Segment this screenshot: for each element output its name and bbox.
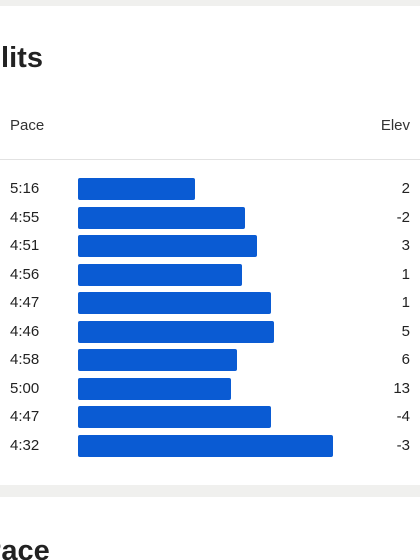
pace-bar xyxy=(78,434,333,457)
split-row: 4:47 -4 xyxy=(0,405,420,429)
pace-bar xyxy=(78,292,271,314)
divider xyxy=(0,159,420,160)
pace-value: 4:46 xyxy=(10,322,40,340)
elevation-value: 1 xyxy=(401,265,410,283)
split-row: 4:51 3 xyxy=(0,234,420,258)
pace-bar xyxy=(78,206,246,229)
splits-card: Splits Pace Elev 5:1624:55-24:5134:5614:… xyxy=(0,6,420,485)
elevation-value: 6 xyxy=(401,351,410,368)
split-row: 4:58 6 xyxy=(0,348,420,372)
split-row: 4:46 5 xyxy=(0,320,420,344)
pace-value: 4:55 xyxy=(10,208,40,226)
column-header: Pace xyxy=(10,117,45,134)
section-title: Splits xyxy=(0,42,43,74)
pace-value: 4:47 xyxy=(10,294,40,311)
pace-bar xyxy=(78,349,237,371)
section-title: Pace xyxy=(0,535,50,560)
pace-bar xyxy=(78,235,258,257)
elevation-value: -2 xyxy=(396,208,410,226)
pace-bar xyxy=(78,320,275,343)
split-row: 4:32 -3 xyxy=(0,434,420,458)
pace-card: Pace xyxy=(0,497,420,560)
pace-value: 4:58 xyxy=(10,351,40,368)
pace-bar xyxy=(78,406,271,428)
pace-value: 4:56 xyxy=(10,265,40,283)
pace-value: 4:47 xyxy=(10,408,40,425)
split-row: 5:16 2 xyxy=(0,177,420,201)
elevation-value: -4 xyxy=(396,408,410,425)
elevation-value: 1 xyxy=(401,294,410,311)
split-row: 4:56 1 xyxy=(0,263,420,287)
pace-value: 5:00 xyxy=(10,379,40,397)
pace-bar xyxy=(78,263,243,286)
elevation-value: 2 xyxy=(401,180,410,197)
pace-bar xyxy=(78,377,232,400)
split-row: 5:00 13 xyxy=(0,377,420,401)
split-row: 4:55 -2 xyxy=(0,206,420,230)
pace-value: 4:51 xyxy=(10,237,40,254)
split-row: 4:47 1 xyxy=(0,291,420,315)
pace-bar xyxy=(78,178,195,200)
elevation-value: -3 xyxy=(396,436,410,454)
elevation-value: 3 xyxy=(401,237,410,254)
elevation-value: 5 xyxy=(401,322,410,340)
pace-value: 5:16 xyxy=(10,180,40,197)
pace-value: 4:32 xyxy=(10,436,40,454)
elevation-value: 13 xyxy=(393,379,410,397)
column-header: Elev xyxy=(380,117,410,134)
